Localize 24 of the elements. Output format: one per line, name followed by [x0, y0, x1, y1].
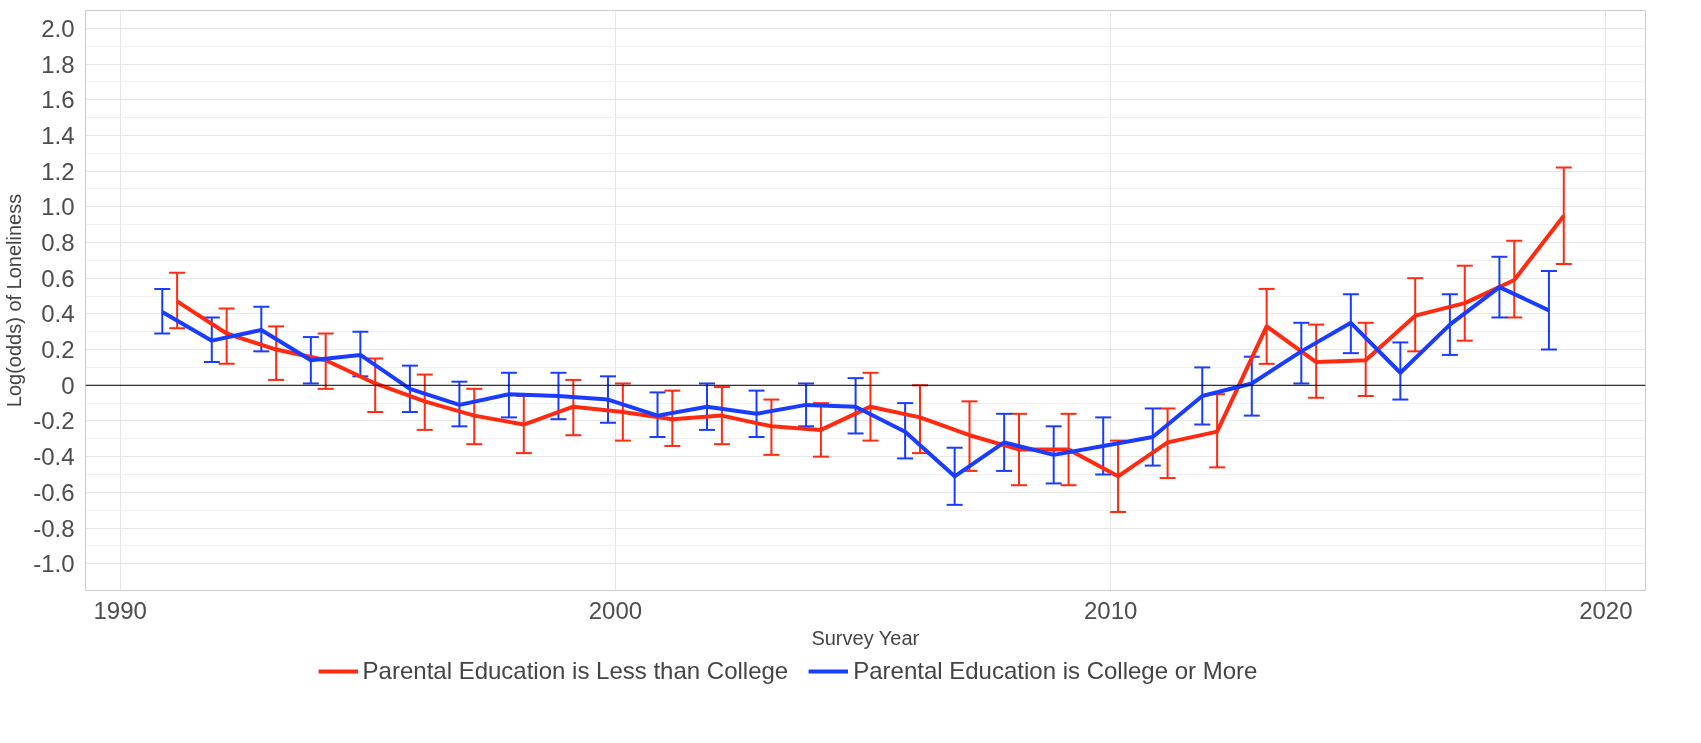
y-tick-label: 1.6 [41, 86, 75, 114]
legend-label: Parental Education is Less than College [362, 657, 789, 685]
y-tick-label: -0.2 [33, 407, 75, 435]
y-tick-label: -0.8 [33, 514, 75, 542]
y-axis-title: Log(odds) of Loneliness [3, 193, 26, 408]
y-tick-label: 0.4 [41, 300, 75, 328]
y-tick-label: 1.0 [41, 193, 75, 221]
y-tick-label: -1.0 [33, 550, 75, 578]
x-tick-label: 2000 [588, 596, 643, 624]
x-axis-title: Survey Year [811, 626, 920, 649]
y-tick-label: 1.8 [41, 50, 75, 78]
y-tick-label: 0.2 [41, 336, 75, 364]
y-tick-label: 2.0 [41, 14, 75, 42]
y-tick-label: 1.2 [41, 157, 75, 185]
y-tick-label: -0.6 [33, 478, 75, 506]
x-tick-label: 2010 [1083, 596, 1138, 624]
x-tick-label: 2020 [1579, 596, 1633, 624]
y-tick-label: 0 [61, 371, 75, 399]
legend-label: Parental Education is College or More [853, 657, 1258, 685]
y-tick-label: 1.4 [41, 121, 75, 149]
y-tick-label: 0.6 [41, 264, 75, 292]
y-tick-label: -0.4 [33, 443, 75, 471]
x-tick-label: 1990 [93, 596, 147, 624]
y-tick-label: 0.8 [41, 229, 75, 256]
